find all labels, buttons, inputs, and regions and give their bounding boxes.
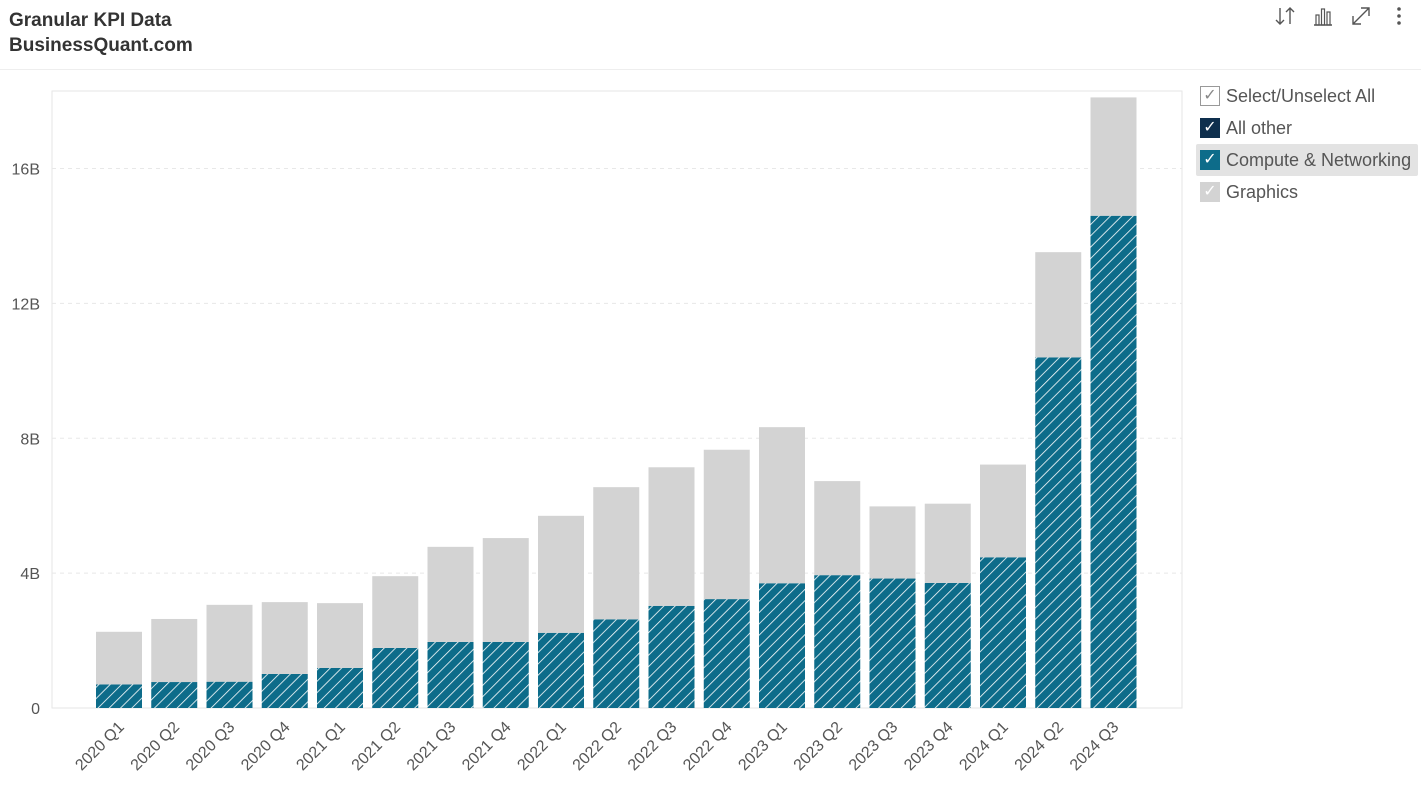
chart-area: 0 4B 8B 12B 16B 2020 Q1 2020 Q2 2020 Q3 2020 Q4 2… [0,70,1190,793]
x-tick-label: 2024 Q1 [956,719,1011,774]
legend-label: Select/Unselect All [1226,85,1376,106]
y-tick-label: 16B [12,162,40,179]
x-tick-label: 2023 Q2 [791,719,846,774]
legend-item-all-other[interactable]: ✓ All other [1196,112,1418,144]
bar-segment [427,641,474,708]
x-tick-label: 2024 Q3 [1067,719,1122,774]
x-tick-label: 2020 Q3 [183,719,238,774]
bar-segment [593,487,640,620]
x-tick-label: 2021 Q2 [349,719,404,774]
checkbox-icon[interactable]: ✓ [1200,86,1220,106]
bar-segment [980,464,1026,558]
more-icon[interactable] [1387,4,1411,28]
legend-label: All other [1226,117,1293,138]
expand-icon[interactable] [1349,4,1373,28]
bar-segment [96,631,142,685]
chart-subtitle: BusinessQuant.com [9,35,193,56]
sort-icon[interactable] [1273,4,1297,28]
x-tick-label: 2022 Q2 [570,719,625,774]
bar-segment [593,619,640,708]
x-tick-label: 2023 Q3 [846,719,901,774]
legend-item-graphics[interactable]: ✓ Graphics [1196,176,1418,208]
checkbox-checked-icon[interactable]: ✓ [1200,182,1220,202]
bar-segment [703,599,750,708]
chart-toolbar [1273,3,1411,29]
bar-segment [924,503,971,583]
bar-segment [1090,97,1137,216]
bar-segment [482,641,529,708]
bar-segment [759,583,805,708]
bar-segment [648,605,695,708]
bar-segment [317,667,363,708]
bar-segment [869,506,916,579]
x-tick-label: 2021 Q3 [404,719,459,774]
bar-segment [759,427,805,584]
y-tick-label: 8B [20,431,40,448]
bar-segment [538,515,584,633]
x-tick-label: 2020 Q4 [238,719,293,774]
x-tick-label: 2020 Q2 [128,719,183,774]
bar-segment [151,682,198,708]
bar-segment [206,604,253,682]
x-tick-label: 2020 Q1 [72,719,127,774]
bar-segment [814,575,861,708]
x-tick-label: 2023 Q1 [735,719,790,774]
bar-segment [261,602,308,674]
bar-segment [151,618,198,683]
bar-segment [980,557,1026,708]
checkbox-checked-icon[interactable]: ✓ [1200,118,1220,138]
legend: ✓ Select/Unselect All ✓ All other ✓ Comp… [1196,80,1418,208]
bar-segment [96,684,142,708]
x-tick-label: 2024 Q2 [1012,719,1067,774]
x-tick-label: 2022 Q3 [625,719,680,774]
x-tick-label: 2023 Q4 [901,719,956,774]
bar-segment [1035,357,1082,708]
chart-title: Granular KPI Data [9,10,172,31]
bar-segment [1035,252,1082,358]
x-tick-label: 2022 Q4 [680,719,735,774]
legend-label: Compute & Networking [1226,149,1412,170]
x-tick-label: 2021 Q4 [459,719,514,774]
bar-segment [814,481,861,576]
checkbox-checked-icon[interactable]: ✓ [1200,150,1220,170]
bar-segment [648,467,695,606]
y-tick-label: 4B [20,566,40,583]
x-tick-label: 2021 Q1 [293,719,348,774]
bar-segment [1090,215,1137,708]
legend-item-compute-networking[interactable]: ✓ Compute & Networking [1196,144,1418,176]
bar-segment [427,546,474,642]
bar-segment [538,632,584,708]
bar-segment [869,578,916,708]
bar-segment [924,582,971,708]
bar-segment [317,603,363,668]
bar-segment [482,538,529,642]
bar-segment [703,449,750,600]
bar-segment [206,681,253,708]
y-tick-label: 12B [12,296,40,313]
x-tick-label: 2022 Q1 [514,719,569,774]
bar-segment [261,673,308,708]
legend-select-all[interactable]: ✓ Select/Unselect All [1196,80,1418,112]
bar-segment [372,576,419,648]
bar-segment [372,647,419,708]
chart-header: Granular KPI Data BusinessQuant.com [0,0,1421,70]
legend-label: Graphics [1226,181,1299,202]
chart-type-icon[interactable] [1311,4,1335,28]
y-tick-label: 0 [31,701,40,718]
